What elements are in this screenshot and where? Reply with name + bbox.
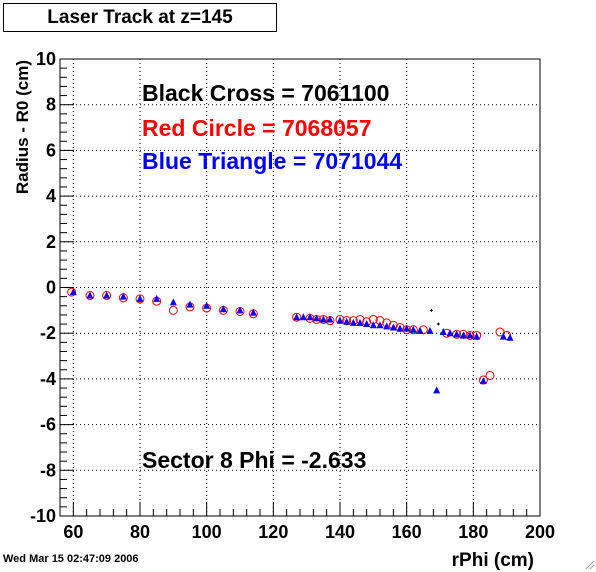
- blue-triangle-point: [473, 332, 481, 340]
- blue-triangle-point: [326, 315, 334, 323]
- x-tick-label: 60: [63, 522, 83, 542]
- blue-triangle-point: [356, 318, 364, 326]
- blue-triangle-point: [376, 321, 384, 329]
- y-tick-label: -4: [40, 369, 56, 389]
- blue-triangle-point: [426, 326, 434, 334]
- blue-triangle-point: [506, 333, 514, 341]
- blue-triangle-point: [236, 306, 244, 314]
- blue-triangle-point: [396, 324, 404, 332]
- blue-triangle-point: [69, 288, 77, 296]
- black-cross-point: [436, 322, 440, 326]
- blue-triangle-point: [499, 332, 507, 340]
- y-tick-label: 10: [36, 49, 56, 69]
- annotation-text: Blue Triangle = 7071044: [142, 148, 402, 174]
- blue-triangle-point: [383, 322, 391, 330]
- blue-triangle-point: [119, 292, 127, 300]
- red-circle-point: [485, 370, 495, 380]
- x-tick-label: 180: [458, 522, 488, 542]
- blue-triangle-point: [479, 377, 487, 385]
- blue-triangle-point: [409, 325, 417, 333]
- blue-triangle-point: [169, 298, 177, 306]
- blue-triangle-point: [136, 294, 144, 302]
- axis-ticks: [59, 58, 541, 517]
- x-axis-label: rPhi (cm): [452, 550, 534, 571]
- data-points: [67, 287, 514, 394]
- black-cross-point: [429, 308, 433, 312]
- y-tick-label: 2: [46, 232, 56, 252]
- blue-triangle-point: [403, 324, 411, 332]
- tick-labels: 60 80 100 120 140 160 180 200 -10 -8 -6 -4 -2 0 2 4 6 8 10: [30, 49, 555, 542]
- blue-triangle-point: [343, 317, 351, 325]
- blue-triangle-point: [299, 313, 307, 321]
- resize-grip-icon[interactable]: [583, 558, 595, 570]
- blue-triangle-point: [466, 331, 474, 339]
- y-tick-label: 4: [46, 186, 56, 206]
- blue-triangle-point: [313, 314, 321, 322]
- blue-triangle-point: [433, 386, 441, 394]
- blue-triangle-point: [186, 300, 194, 308]
- x-tick-label: 120: [258, 522, 288, 542]
- timestamp: Wed Mar 15 02:47:09 2006: [3, 553, 139, 565]
- y-axis-label: Radius - R0 (cm): [13, 60, 32, 194]
- blue-triangle-point: [293, 313, 301, 321]
- blue-triangle-point: [306, 313, 314, 321]
- x-tick-label: 160: [392, 522, 422, 542]
- y-tick-label: 8: [46, 95, 56, 115]
- annotation-text: Red Circle = 7068057: [142, 115, 372, 141]
- annotations: Black Cross = 7061100 Red Circle = 706805…: [142, 80, 402, 473]
- blue-triangle-point: [453, 330, 461, 338]
- blue-triangle-point: [103, 291, 111, 299]
- x-tick-label: 200: [525, 522, 555, 542]
- x-tick-label: 100: [192, 522, 222, 542]
- y-tick-label: 6: [46, 140, 56, 160]
- blue-triangle-point: [389, 323, 397, 331]
- blue-triangle-point: [336, 316, 344, 324]
- blue-triangle-point: [153, 294, 161, 302]
- x-tick-label: 80: [130, 522, 150, 542]
- blue-triangle-point: [439, 328, 447, 336]
- y-tick-label: 0: [46, 278, 56, 298]
- x-tick-label: 140: [325, 522, 355, 542]
- blue-triangle-point: [459, 331, 467, 339]
- blue-triangle-point: [203, 301, 211, 309]
- red-circle-point: [67, 287, 77, 297]
- blue-triangle-point: [219, 305, 227, 313]
- grid: [60, 59, 540, 516]
- blue-triangle-point: [446, 329, 454, 337]
- y-tick-label: -8: [40, 460, 56, 480]
- blue-triangle-point: [319, 315, 327, 323]
- blue-triangle-point: [249, 308, 257, 316]
- blue-triangle-point: [416, 326, 424, 334]
- annotation-text: Black Cross = 7061100: [142, 80, 389, 106]
- blue-triangle-point: [349, 318, 357, 326]
- y-tick-label: -2: [40, 323, 56, 343]
- red-circle-point: [168, 305, 178, 315]
- annotation-text: Sector 8 Phi = -2.633: [142, 447, 366, 473]
- blue-triangle-point: [86, 291, 94, 299]
- y-tick-label: -10: [30, 506, 56, 526]
- blue-triangle-point: [369, 321, 377, 329]
- blue-triangle-point: [363, 320, 371, 328]
- chart-title: Laser Track at z=145: [3, 3, 277, 32]
- y-tick-label: -6: [40, 415, 56, 435]
